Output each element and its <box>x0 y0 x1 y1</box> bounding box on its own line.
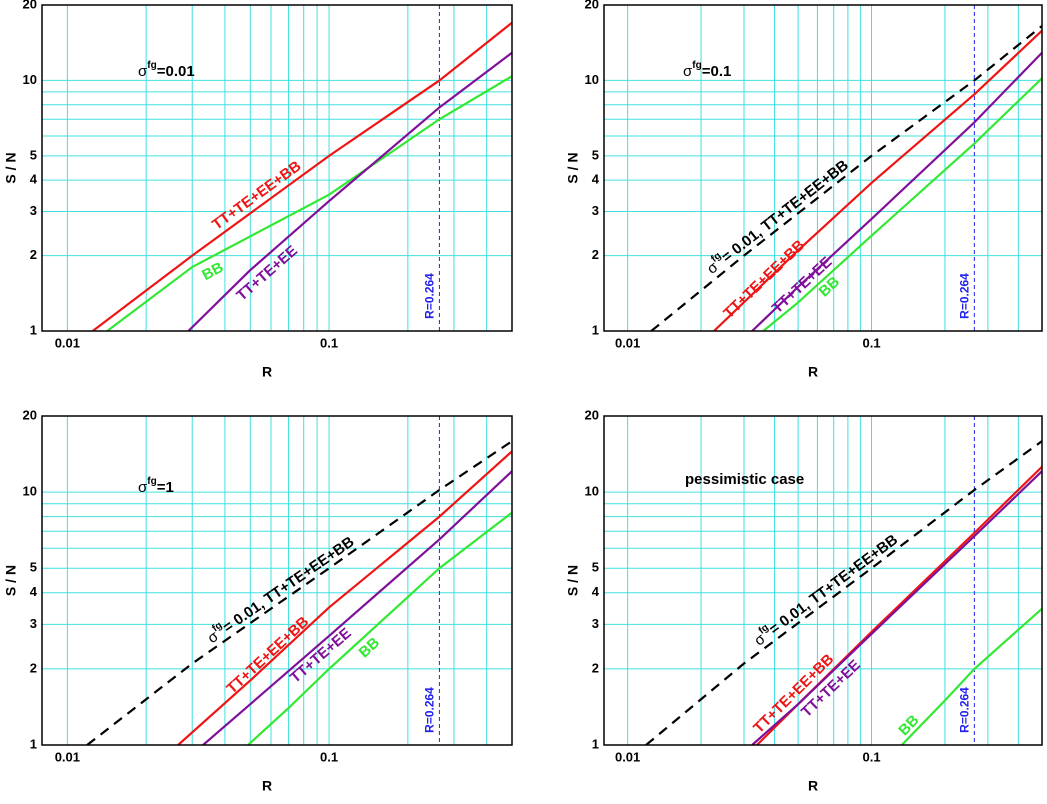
y-tick-label: 10 <box>23 484 37 499</box>
y-tick-label: 20 <box>585 407 599 422</box>
series-line <box>92 21 512 331</box>
plot-frame <box>41 4 513 332</box>
plot-frame <box>603 4 1043 332</box>
y-tick-label: 3 <box>30 203 37 218</box>
series-line <box>713 29 1042 331</box>
y-tick-label: 4 <box>592 172 600 187</box>
annotation: σfg=1 <box>138 476 174 496</box>
series-line <box>106 75 512 331</box>
series-line <box>247 511 512 745</box>
reference-label: R=0.264 <box>423 273 437 319</box>
y-tick-label: 10 <box>585 72 599 87</box>
series-line <box>900 607 1042 745</box>
annotation-text: =1 <box>157 479 174 496</box>
y-tick-label: 2 <box>30 247 37 262</box>
plot-area <box>42 5 512 331</box>
annotation: σfg=0.1 <box>683 60 731 80</box>
y-tick-label: 2 <box>592 660 599 675</box>
y-axis-label: S / N <box>565 152 581 183</box>
y-tick-label: 5 <box>592 560 599 575</box>
y-tick-label: 3 <box>30 616 37 631</box>
plot-frame <box>41 415 513 746</box>
y-tick-label: 1 <box>592 322 599 337</box>
y-axis-label: S / N <box>3 565 19 596</box>
plot-area <box>604 416 1042 745</box>
x-axis-label: R <box>262 778 272 794</box>
reference-label: R=0.264 <box>423 687 437 733</box>
plot-area <box>42 416 512 745</box>
y-tick-label: 20 <box>585 0 599 11</box>
annotation-superscript: fg <box>692 60 701 71</box>
series-line <box>202 470 512 745</box>
annotation-superscript: fg <box>147 476 156 487</box>
x-tick-label: 0.1 <box>320 749 338 764</box>
x-axis-label: R <box>808 364 818 380</box>
series-line <box>751 470 1042 745</box>
y-tick-label: 5 <box>30 560 37 575</box>
annotation-symbol: σ <box>138 479 148 496</box>
series-line <box>762 77 1042 331</box>
y-tick-label: 4 <box>592 584 600 599</box>
x-tick-label: 0.01 <box>615 749 640 764</box>
y-tick-label: 5 <box>592 147 599 162</box>
y-tick-label: 1 <box>592 736 599 751</box>
annotation-text: pessimistic case <box>685 471 804 488</box>
y-tick-label: 2 <box>30 660 37 675</box>
x-tick-label: 0.1 <box>862 335 880 350</box>
y-tick-label: 10 <box>23 72 37 87</box>
series-line <box>86 440 512 745</box>
y-tick-label: 5 <box>30 147 37 162</box>
x-tick-label: 0.01 <box>55 335 80 350</box>
y-tick-label: 1 <box>30 322 37 337</box>
x-axis-label: R <box>808 778 818 794</box>
annotation-symbol: σ <box>683 63 693 80</box>
y-tick-label: 20 <box>23 0 37 11</box>
x-tick-label: 0.1 <box>862 749 880 764</box>
reference-label: R=0.264 <box>958 687 972 733</box>
annotation-superscript: fg <box>147 60 156 71</box>
plot-area <box>604 5 1042 331</box>
annotation-symbol: σ <box>138 63 148 80</box>
annotation: pessimistic case <box>685 471 804 488</box>
series-line <box>187 51 512 331</box>
y-tick-label: 4 <box>30 172 38 187</box>
y-tick-label: 4 <box>30 584 38 599</box>
annotation: σfg=0.01 <box>138 60 195 80</box>
x-tick-label: 0.01 <box>615 335 640 350</box>
annotation-text: =0.1 <box>702 63 732 80</box>
x-tick-label: 0.1 <box>320 335 338 350</box>
y-tick-label: 2 <box>592 247 599 262</box>
x-tick-label: 0.01 <box>55 749 80 764</box>
y-tick-label: 20 <box>23 407 37 422</box>
y-tick-label: 10 <box>585 484 599 499</box>
series-line <box>650 25 1042 331</box>
y-tick-label: 3 <box>592 203 599 218</box>
y-tick-label: 1 <box>30 736 37 751</box>
y-axis-label: S / N <box>3 152 19 183</box>
y-tick-label: 3 <box>592 616 599 631</box>
annotation-text: =0.01 <box>157 63 195 80</box>
y-axis-label: S / N <box>565 565 581 596</box>
plot-frame <box>603 415 1043 746</box>
series-line <box>645 440 1042 745</box>
series-line <box>751 51 1042 331</box>
reference-label: R=0.264 <box>958 273 972 319</box>
x-axis-label: R <box>262 364 272 380</box>
series-line <box>177 450 512 745</box>
